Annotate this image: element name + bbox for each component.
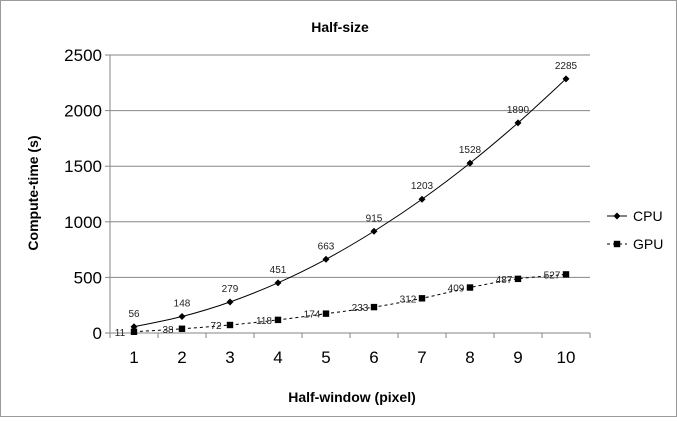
axes [105,54,591,338]
data-point-cpu [130,323,138,331]
data-point-gpu [466,284,474,291]
data-point-cpu [562,75,570,83]
data-label-cpu: 1203 [411,181,434,192]
data-label-cpu: 56 [128,309,140,320]
chart-title: Half-size [311,19,369,35]
legend-label-cpu: CPU [633,208,663,224]
data-label-cpu: 915 [366,213,383,224]
y-tick-label: 2000 [64,102,102,121]
data-point-gpu [226,321,234,329]
data-label-gpu: 174 [304,310,321,321]
data-point-cpu [466,159,474,167]
x-tick-label: 3 [225,348,234,367]
series-lines [130,75,570,335]
data-label-gpu: 487 [496,275,513,286]
y-axis-label: Compute-time (s) [25,135,41,250]
y-tick-label: 1500 [64,157,102,176]
legend-marker-cpu [613,212,621,220]
data-label-gpu: 409 [448,284,465,295]
data-point-cpu [226,298,234,306]
y-tick-label: 500 [74,268,102,287]
data-label-gpu: 72 [210,321,222,332]
data-point-cpu [514,119,522,127]
data-label-cpu: 279 [222,284,239,295]
legend-marker-gpu [613,240,621,248]
data-point-cpu [370,227,378,235]
data-point-gpu [322,310,330,317]
data-label-cpu: 1528 [459,145,482,156]
data-label-cpu: 148 [174,299,191,310]
data-point-gpu [562,271,570,278]
data-label-gpu: 233 [352,303,369,314]
y-tick-label: 2500 [64,46,102,65]
y-tick-label: 0 [93,324,102,343]
x-axis-label: Half-window (pixel) [288,389,416,405]
legend: CPU GPU [607,208,663,252]
x-tick-label: 9 [513,348,522,367]
x-tick-label: 8 [465,348,474,367]
data-point-gpu [514,275,522,283]
x-tick-label: 7 [417,348,426,367]
x-tick-label: 10 [557,348,576,367]
data-label-cpu: 663 [318,241,335,252]
data-label-gpu: 118 [256,316,272,327]
data-label-cpu: 2285 [555,61,578,72]
data-point-gpu [418,295,426,302]
x-tick-label: 1 [129,348,138,367]
data-label-gpu: 38 [162,325,174,336]
series-line-gpu [133,273,567,333]
data-point-cpu [178,313,186,321]
x-tick-label: 2 [177,348,186,367]
data-point-gpu [370,303,378,311]
data-label-gpu: 527 [544,270,561,281]
data-point-cpu [418,195,426,203]
x-tick-label: 5 [321,348,330,367]
data-label-cpu: 1890 [507,105,530,116]
x-tick-label: 4 [273,348,282,367]
data-label-gpu: 11 [115,328,126,339]
data-point-gpu [178,325,186,332]
x-tick-label: 6 [369,348,378,367]
data-point-gpu [274,316,282,324]
data-point-cpu [274,279,282,287]
data-label-gpu: 312 [400,294,417,305]
data-labels: 56 148 279 451 663 915 1203 1528 1890 2285 11 38 72 1… [115,61,578,339]
data-label-cpu: 451 [270,265,287,276]
series-line-cpu [133,78,567,328]
data-point-cpu [322,255,330,263]
y-tick-label: 1000 [64,213,102,232]
data-point-gpu [130,328,138,335]
legend-label-gpu: GPU [633,236,663,252]
gridlines [110,54,590,278]
